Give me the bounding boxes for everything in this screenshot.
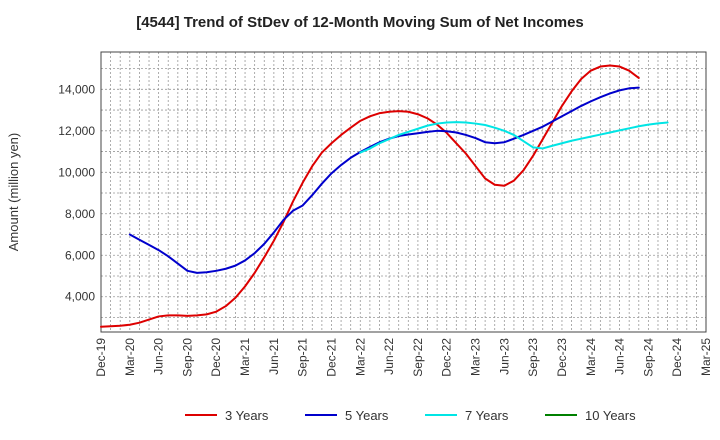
x-tick-label: Sep-24 — [641, 338, 655, 377]
x-tick-label: Dec-23 — [555, 338, 569, 377]
x-tick-label: Jun-24 — [613, 338, 627, 375]
x-tick-label: Mar-21 — [238, 338, 252, 376]
x-tick-label: Jun-20 — [152, 338, 166, 375]
y-tick-label: 4,000 — [65, 290, 95, 304]
legend-label: 10 Years — [585, 408, 636, 423]
plot-area — [101, 52, 706, 332]
y-tick-label: 8,000 — [65, 207, 95, 221]
chart-title: [4544] Trend of StDev of 12-Month Moving… — [136, 14, 584, 31]
x-tick-label: Mar-20 — [123, 338, 137, 376]
x-tick-label: Sep-23 — [526, 338, 540, 377]
y-axis-label: Amount (million yen) — [6, 133, 21, 252]
legend-label: 7 Years — [465, 408, 509, 423]
x-tick-label: Mar-23 — [469, 338, 483, 376]
x-tick-label: Mar-24 — [584, 338, 598, 376]
x-tick-label: Jun-23 — [497, 338, 511, 375]
legend-label: 5 Years — [345, 408, 389, 423]
x-tick-label: Dec-20 — [209, 338, 223, 377]
y-tick-label: 14,000 — [58, 82, 95, 96]
x-tick-label: Dec-24 — [670, 338, 684, 377]
plot-frame — [100, 51, 707, 333]
series-line-7-years — [359, 121, 669, 154]
legend-label: 3 Years — [225, 408, 269, 423]
x-tick-label: Sep-21 — [296, 338, 310, 377]
x-tick-label: Mar-22 — [353, 338, 367, 376]
y-tick-label: 6,000 — [65, 248, 95, 262]
series-line-3-years — [100, 64, 640, 328]
x-tick-label: Dec-22 — [440, 338, 454, 377]
x-tick-label: Dec-21 — [324, 338, 338, 377]
x-tick-label: Dec-19 — [94, 338, 108, 377]
x-tick-label: Sep-20 — [180, 338, 194, 377]
x-tick-label: Jun-21 — [267, 338, 281, 375]
y-tick-label: 10,000 — [58, 165, 95, 179]
x-tick-label: Jun-22 — [382, 338, 396, 375]
x-tick-label: Mar-25 — [699, 338, 713, 376]
x-tick-label: Sep-22 — [411, 338, 425, 377]
y-tick-label: 12,000 — [58, 124, 95, 138]
